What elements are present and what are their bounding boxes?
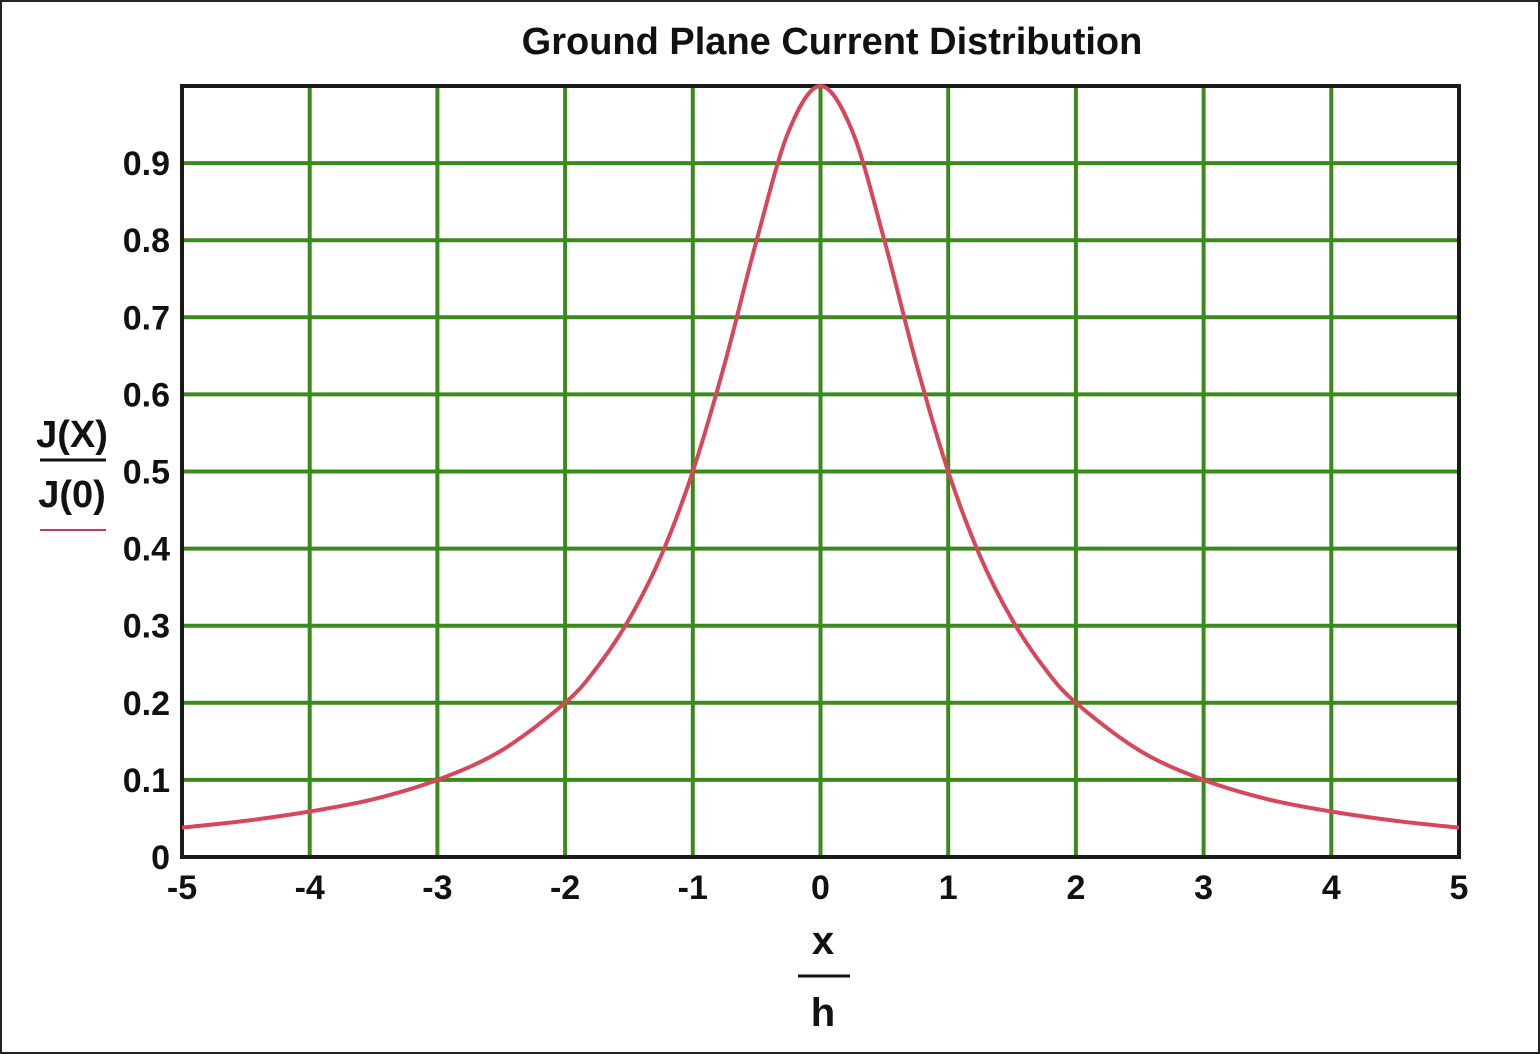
x-tick-label: -2 (550, 869, 580, 907)
y-tick-label: 0.9 (123, 145, 170, 183)
x-tick-label: 3 (1194, 869, 1213, 907)
x-tick-label: -5 (167, 869, 197, 907)
x-tick-label: 5 (1450, 869, 1469, 907)
x-tick-label: 0 (811, 869, 830, 907)
y-label-denominator: J(0) (38, 474, 106, 516)
y-tick-label: 0.1 (123, 762, 170, 800)
y-tick-label: 0.7 (123, 299, 170, 337)
y-tick-label: 0.3 (123, 608, 170, 646)
y-label-numerator: J(X) (36, 414, 108, 456)
y-tick-label: 0.6 (123, 376, 170, 414)
x-tick-label: 4 (1322, 869, 1341, 907)
x-tick-label: -4 (295, 869, 325, 907)
y-tick-label: 0.2 (123, 685, 170, 723)
tick-labels: -5 -4 -3 -2 -1 0 1 2 3 4 5 0 0.1 0.2 0.3 0.4 0.5 0.6 0.7 0.… (123, 145, 1469, 907)
x-tick-label: -3 (422, 869, 452, 907)
x-tick-label: 1 (939, 869, 958, 907)
y-tick-label: 0.5 (123, 454, 170, 492)
x-axis-label: x h (798, 919, 850, 1035)
x-tick-label: -1 (678, 869, 708, 907)
x-label-denominator: h (811, 991, 835, 1035)
y-axis-label: J(X) J(0) (36, 414, 108, 531)
grid (180, 84, 1461, 859)
y-tick-label: 0.8 (123, 222, 170, 260)
series-layer (181, 83, 1460, 830)
chart-title: Ground Plane Current Distribution (522, 21, 1143, 63)
y-tick-label: 0.4 (123, 531, 170, 569)
x-tick-label: 2 (1066, 869, 1085, 907)
x-label-numerator: x (812, 919, 834, 963)
y-tick-label: 0 (151, 839, 170, 877)
